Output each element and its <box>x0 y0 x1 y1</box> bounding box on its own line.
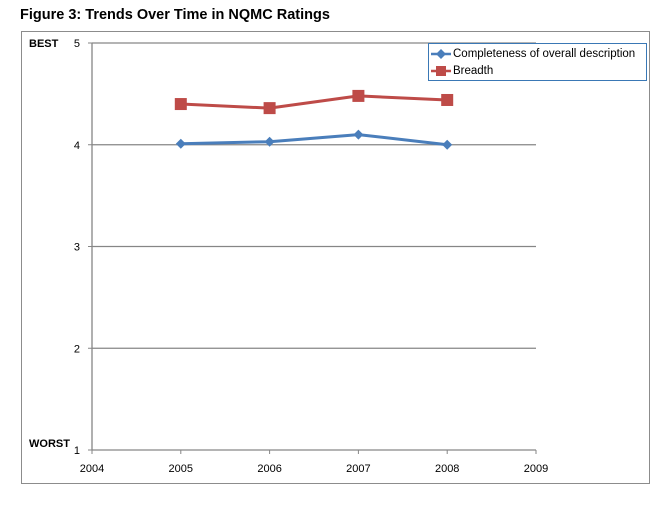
legend: Completeness of overall description Brea… <box>428 43 647 81</box>
x-tick-label-2004: 2004 <box>80 463 104 475</box>
point-breadth-2005 <box>174 98 187 111</box>
legend-marker-completeness <box>431 49 451 59</box>
x-tick-label-2005: 2005 <box>169 463 193 475</box>
x-tick-label-2007: 2007 <box>346 463 370 475</box>
legend-item-breadth: Breadth <box>431 63 493 79</box>
legend-marker-breadth <box>431 66 451 76</box>
point-completeness-2006 <box>264 136 275 147</box>
chart-frame <box>21 31 650 484</box>
series-line-completeness <box>180 133 448 147</box>
legend-item-completeness: Completeness of overall description <box>431 46 635 62</box>
y-tick-label-4: 4 <box>74 140 80 152</box>
figure-title: Figure 3: Trends Over Time in NQMC Ratin… <box>20 7 330 23</box>
point-completeness-2007 <box>353 129 364 140</box>
y-tick-label-5: 5 <box>74 38 80 50</box>
series-line-breadth <box>180 94 448 110</box>
x-tick-label-2008: 2008 <box>435 463 459 475</box>
y-tick-label-3: 3 <box>74 242 80 254</box>
legend-label-completeness: Completeness of overall description <box>453 48 636 60</box>
y-tick-label-1: 1 <box>74 445 80 457</box>
x-tick-label-2009: 2009 <box>524 463 548 475</box>
y-end-label-worst: WORST <box>29 438 70 450</box>
y-tick-label-2: 2 <box>74 343 80 355</box>
point-completeness-2005 <box>175 138 186 149</box>
legend-label-breadth: Breadth <box>453 65 494 77</box>
point-breadth-2008 <box>441 93 454 106</box>
x-tick-label-2006: 2006 <box>257 463 281 475</box>
point-breadth-2007 <box>352 89 365 102</box>
point-completeness-2008 <box>442 139 453 150</box>
y-end-label-best: BEST <box>29 38 59 50</box>
point-breadth-2006 <box>263 102 276 115</box>
